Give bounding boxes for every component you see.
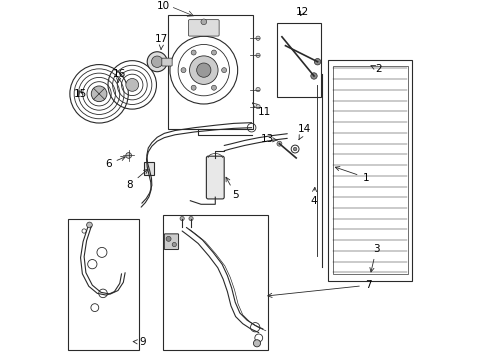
Circle shape [86,222,92,228]
Text: 12: 12 [295,7,308,17]
Text: 17: 17 [155,33,168,49]
Text: 7: 7 [267,280,371,297]
Circle shape [172,242,176,247]
Circle shape [181,68,185,73]
Circle shape [180,216,184,221]
Text: 16: 16 [112,69,125,82]
FancyBboxPatch shape [143,162,154,175]
Circle shape [255,36,260,40]
Text: 2: 2 [370,64,381,74]
Circle shape [166,237,171,241]
Circle shape [151,56,163,67]
Text: 4: 4 [310,188,317,206]
Circle shape [211,85,216,90]
Text: 10: 10 [157,1,170,12]
Circle shape [125,78,139,91]
Circle shape [201,19,206,25]
Circle shape [191,50,196,55]
Circle shape [310,73,317,79]
Text: 9: 9 [133,337,146,347]
Circle shape [91,86,107,102]
Text: 8: 8 [126,169,148,190]
Circle shape [191,85,196,90]
Text: 1: 1 [335,167,368,183]
FancyBboxPatch shape [188,20,219,36]
Circle shape [255,87,260,92]
Circle shape [255,53,260,58]
Text: 3: 3 [369,244,379,272]
Circle shape [314,59,320,65]
Text: 14: 14 [297,125,310,140]
FancyBboxPatch shape [206,156,224,199]
Text: 5: 5 [225,177,239,201]
Circle shape [276,141,282,146]
Circle shape [221,68,226,73]
Circle shape [125,153,131,158]
Text: 13: 13 [261,134,277,144]
FancyBboxPatch shape [164,234,178,249]
Circle shape [253,340,260,347]
Text: 11: 11 [252,103,270,117]
Circle shape [293,147,296,151]
Text: 6: 6 [105,157,125,169]
Circle shape [147,52,167,72]
Circle shape [188,216,193,221]
Text: 15: 15 [74,89,87,99]
Circle shape [196,63,210,77]
FancyBboxPatch shape [162,58,172,66]
Circle shape [189,56,218,84]
Circle shape [255,104,260,109]
Circle shape [211,50,216,55]
